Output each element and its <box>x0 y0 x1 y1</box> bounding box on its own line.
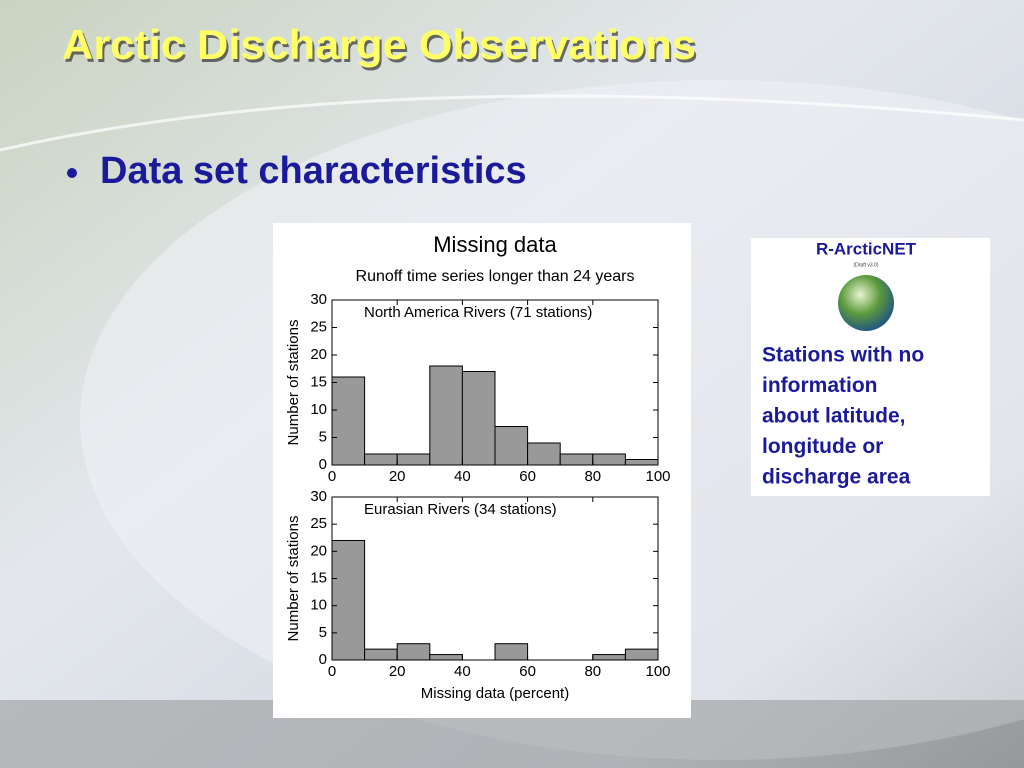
bar <box>331 539 366 661</box>
bar <box>494 643 529 661</box>
chart-title: Missing data <box>433 232 557 257</box>
background-arc <box>0 94 1024 152</box>
bar <box>592 453 626 466</box>
x-tick-label: 60 <box>519 468 536 485</box>
y-tick-label: 15 <box>310 569 327 586</box>
y-tick-label: 10 <box>310 597 327 614</box>
y-tick-label: 30 <box>310 488 327 505</box>
y-tick-label: 5 <box>319 624 327 641</box>
slide-title: Arctic Discharge Observations <box>62 21 696 68</box>
x-tick-label: 20 <box>389 663 406 680</box>
x-tick-label: 100 <box>645 663 670 680</box>
note: Stations with no information about latitud… <box>762 344 924 489</box>
x-tick-label: 0 <box>328 663 336 680</box>
y-tick-label: 20 <box>310 542 327 559</box>
bar <box>592 654 626 661</box>
bar <box>624 648 659 661</box>
x-tick-label: 100 <box>645 468 670 485</box>
y-tick-label: 0 <box>319 456 327 473</box>
bullet-text: Data set characteristics <box>100 150 527 192</box>
x-tick-label: 80 <box>584 468 601 485</box>
x-tick-label: 0 <box>328 468 336 485</box>
bar <box>494 426 529 466</box>
note-line: about latitude, <box>762 405 906 428</box>
note-line: longitude or <box>762 435 883 458</box>
x-tick-label: 60 <box>519 663 536 680</box>
bar <box>559 453 594 466</box>
y-tick-label: 25 <box>310 515 327 532</box>
y-tick-label: 20 <box>310 346 327 363</box>
bar <box>396 453 431 466</box>
note-line: information <box>762 374 878 397</box>
y-tick-label: 5 <box>319 428 327 445</box>
bar <box>331 376 366 466</box>
note-line: Stations with no <box>762 344 924 367</box>
bar <box>527 442 561 466</box>
bar <box>429 365 463 466</box>
bar <box>461 371 496 466</box>
x-tick-label: 40 <box>454 663 471 680</box>
annotation: Eurasian Rivers (34 stations) <box>364 501 557 518</box>
bar <box>624 459 659 466</box>
logo-globe <box>838 275 894 331</box>
annotation: North America Rivers (71 stations) <box>364 304 592 321</box>
y-tick-label: 15 <box>310 373 327 390</box>
x-axis-label: Missing data (percent) <box>421 685 569 702</box>
slide-title-shadow: Arctic Discharge Observations <box>64 24 698 71</box>
y-axis-label: Number of stations <box>285 516 302 642</box>
y-tick-label: 10 <box>310 401 327 418</box>
bullet-dot <box>67 168 77 178</box>
bar <box>429 654 463 661</box>
logo-name: R-ArcticNET <box>816 239 917 258</box>
logo-version: (Draft v3.0) <box>853 262 878 268</box>
y-tick-label: 25 <box>310 318 327 335</box>
x-tick-label: 40 <box>454 468 471 485</box>
y-tick-label: 0 <box>319 651 327 668</box>
x-tick-label: 20 <box>389 468 406 485</box>
note-line: discharge area <box>762 466 911 489</box>
y-axis-label: Number of stations <box>285 320 302 446</box>
chart-subtitle: Runoff time series longer than 24 years <box>356 268 635 285</box>
bar <box>396 643 431 661</box>
y-tick-label: 30 <box>310 291 327 308</box>
x-tick-label: 80 <box>584 663 601 680</box>
bar <box>364 648 398 661</box>
bar <box>364 453 398 466</box>
